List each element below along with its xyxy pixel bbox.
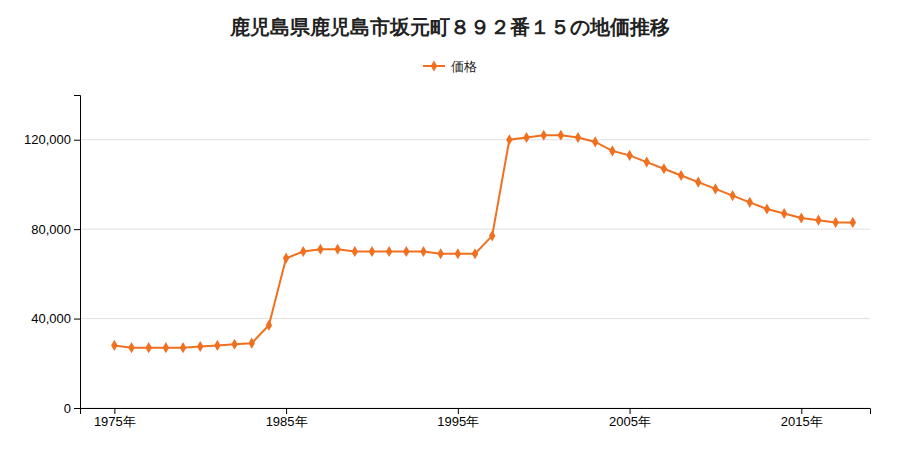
marker (626, 150, 632, 161)
marker (661, 163, 667, 174)
tick: 2005年 (609, 408, 651, 429)
marker (455, 248, 461, 259)
tick-mark (286, 408, 287, 414)
tick-label: 2005年 (609, 414, 651, 429)
marker (317, 244, 323, 255)
marker (729, 190, 735, 201)
marker (420, 246, 426, 257)
tick-mark (74, 140, 80, 141)
tick-mark (630, 408, 631, 414)
axis-line (81, 409, 871, 415)
marker (231, 339, 237, 350)
marker (197, 341, 203, 352)
tick-mark (114, 408, 115, 414)
marker (489, 230, 495, 241)
marker (266, 320, 272, 331)
marker (540, 130, 546, 141)
tick: 0 (64, 401, 80, 416)
marker (644, 156, 650, 167)
marks (111, 130, 856, 354)
x-axis: 1975年 1985年 1995年 2005年 2015年 (81, 408, 871, 429)
marker (300, 246, 306, 257)
tick: 2015年 (781, 408, 823, 429)
marker (437, 248, 443, 259)
tick-label: 80,000 (31, 222, 71, 237)
tick-mark (801, 408, 802, 414)
marker (145, 342, 151, 353)
marker (386, 246, 392, 257)
tick: 1995年 (437, 408, 479, 429)
tick: 1975年 (94, 408, 136, 429)
marker (798, 212, 804, 223)
marker (334, 244, 340, 255)
legend-marker (431, 60, 437, 71)
marker (592, 136, 598, 147)
marker (609, 145, 615, 156)
marker (850, 217, 856, 228)
marker (249, 338, 255, 349)
title: 鹿児島県鹿児島市坂元町８９２番１５の地価推移 (229, 15, 670, 39)
tick: 80,000 (31, 222, 80, 237)
tick-label: 0 (64, 401, 71, 416)
tick-label: 120,000 (24, 132, 71, 147)
plot: 1975年 1985年 1995年 2005年 2015年 0 40,000 80,000 12… (24, 96, 871, 430)
grid (80, 140, 870, 408)
marker (832, 217, 838, 228)
marker (558, 130, 564, 141)
marker (506, 134, 512, 145)
marker (575, 132, 581, 143)
marker (214, 340, 220, 351)
tick-mark (74, 229, 80, 230)
grid-line (80, 318, 870, 319)
marker (678, 170, 684, 181)
chart: 鹿児島県鹿児島市坂元町８９２番１５の地価推移 1975年 1985年 1995年 200… (0, 0, 900, 450)
tick-mark (458, 408, 459, 414)
marker (695, 177, 701, 188)
marker (180, 342, 186, 353)
tick-label: 1985年 (266, 414, 308, 429)
marker (369, 246, 375, 257)
legend: 価格 (423, 59, 477, 74)
marker (712, 183, 718, 194)
axis-line (74, 96, 81, 409)
legend-item: 価格 (423, 59, 477, 74)
legend-label: 価格 (451, 59, 477, 74)
tick-label: 1975年 (94, 414, 136, 429)
tick: 120,000 (24, 132, 80, 147)
marker (815, 215, 821, 226)
marker (111, 340, 117, 351)
marker (403, 246, 409, 257)
marker (781, 208, 787, 219)
tick: 40,000 (31, 311, 80, 326)
marker (472, 248, 478, 259)
marker (163, 342, 169, 353)
marker (523, 132, 529, 143)
marker (128, 342, 134, 353)
tick-label: 2015年 (781, 414, 823, 429)
tick-label: 1995年 (437, 414, 479, 429)
tick-mark (74, 319, 80, 320)
grid-line (80, 139, 870, 140)
marker (747, 197, 753, 208)
marker (283, 253, 289, 264)
line (114, 135, 852, 347)
tick-mark (74, 408, 80, 409)
tick: 1985年 (266, 408, 308, 429)
marker (352, 246, 358, 257)
y-axis: 0 40,000 80,000 120,000 (24, 96, 81, 416)
grid-line (80, 229, 870, 230)
tick-label: 40,000 (31, 311, 71, 326)
marker (764, 203, 770, 214)
